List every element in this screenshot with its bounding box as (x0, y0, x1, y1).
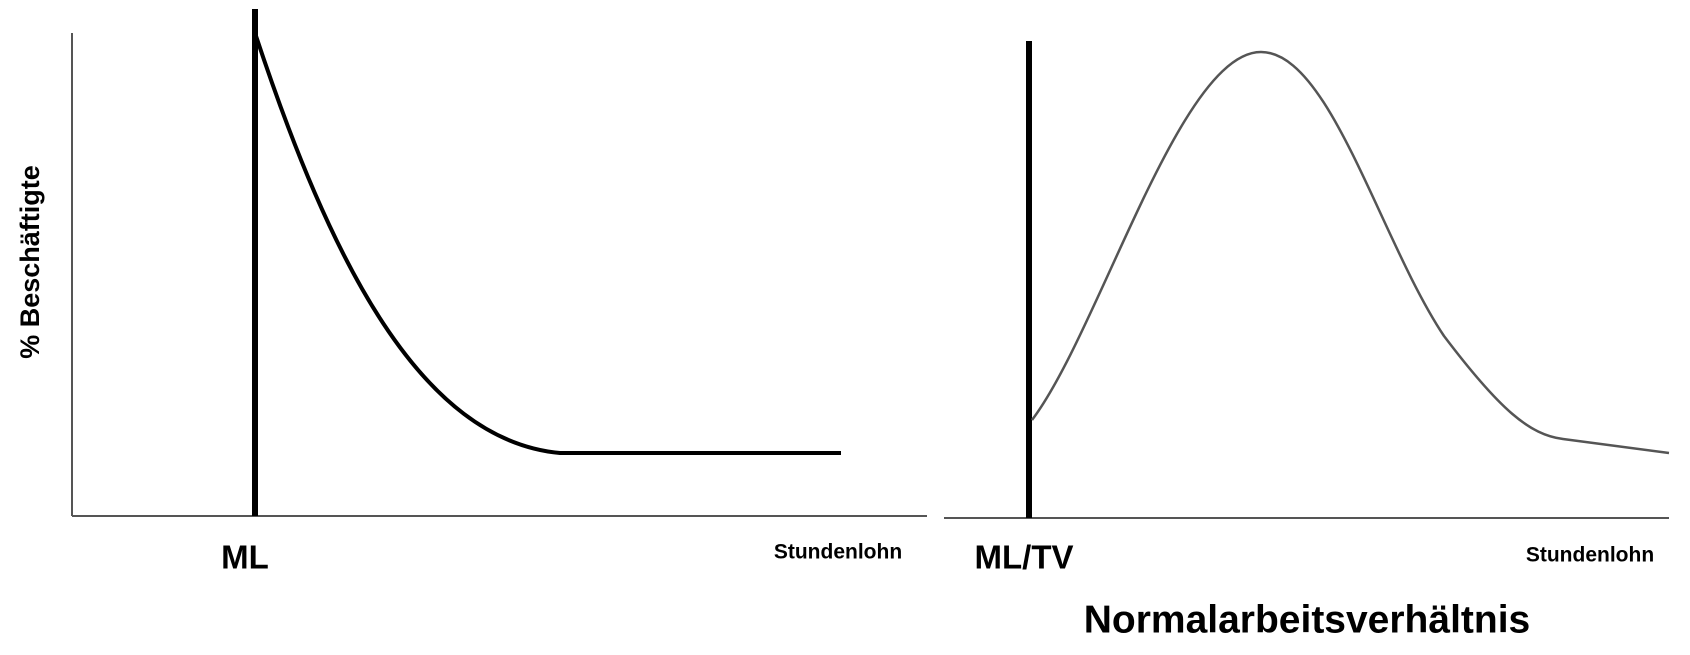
y-axis-label: % Beschäftigte (15, 165, 45, 359)
x-axis-label: Stundenlohn (774, 541, 902, 564)
panel-title: Normalarbeitsverhältnis (1084, 598, 1531, 641)
distribution-curve (1031, 50, 1670, 455)
marker-label: ML (221, 539, 269, 576)
x-axis-label: Stundenlohn (1526, 544, 1654, 567)
marker-label: ML/TV (975, 539, 1074, 576)
distribution-curve (253, 32, 841, 455)
